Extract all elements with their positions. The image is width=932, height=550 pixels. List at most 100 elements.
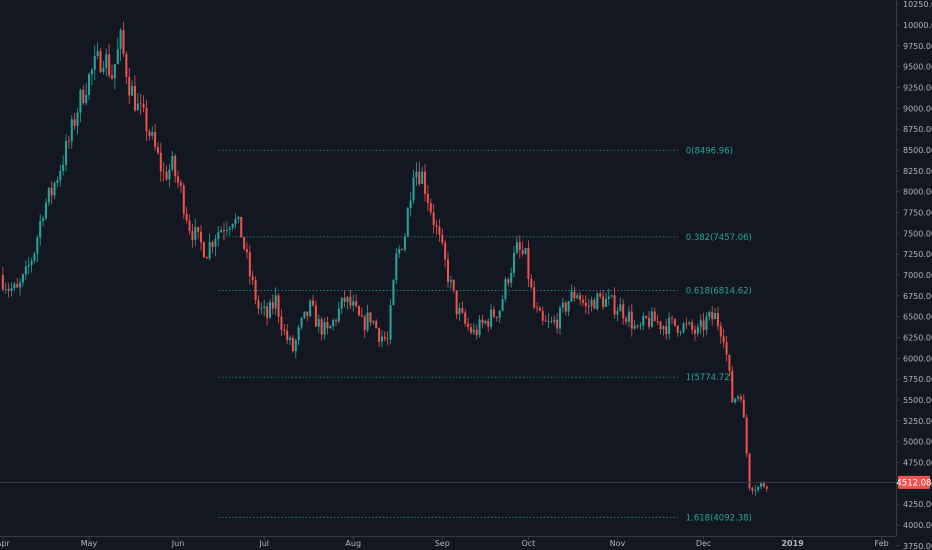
candle-body [251, 276, 254, 281]
candle [240, 216, 243, 238]
time-axis[interactable]: Apr May Jun Jul Aug Sep Oct Nov Dec 2019 Feb [0, 536, 889, 548]
candle [197, 226, 200, 239]
candle-body [174, 155, 177, 177]
candle [708, 310, 711, 321]
candle [722, 328, 725, 348]
candle [737, 394, 740, 402]
candle [676, 325, 679, 337]
candle-body [498, 310, 501, 318]
candle [375, 319, 378, 329]
candle [326, 316, 329, 335]
candle-body [754, 490, 757, 492]
candle [751, 486, 754, 495]
candle [113, 64, 116, 90]
candle-body [558, 307, 562, 329]
candle-body [237, 216, 240, 219]
candle-body [168, 169, 171, 180]
candle-body [708, 312, 711, 317]
candle-body [222, 230, 226, 231]
candle [673, 318, 676, 327]
candle-body [490, 309, 493, 327]
y-tick-label: 6000.00 [903, 354, 932, 363]
candle [527, 240, 530, 287]
candle [685, 317, 688, 330]
candle [79, 88, 82, 123]
candle [742, 394, 745, 418]
candle-body [734, 398, 737, 403]
candle-body [171, 155, 174, 170]
candle-body [286, 330, 289, 340]
candle [182, 182, 185, 219]
candle-body [300, 317, 303, 328]
candle [171, 150, 174, 172]
candle-body [665, 326, 668, 334]
candle-body [659, 321, 662, 330]
y-tick-label: 7000.00 [903, 271, 932, 280]
candle [406, 206, 409, 238]
candle-body [312, 300, 315, 306]
candle [13, 281, 16, 292]
candle [277, 293, 280, 324]
candle [271, 294, 274, 315]
candle [139, 93, 142, 115]
candle [90, 68, 93, 86]
candle-body [113, 64, 116, 79]
candle-body [521, 250, 524, 254]
candle [426, 185, 429, 212]
candle-body [725, 342, 728, 355]
y-tick-label: 6250.00 [903, 334, 932, 343]
candle [518, 235, 521, 259]
candle-body [185, 213, 188, 221]
candle-body [320, 319, 323, 335]
candle-body [88, 74, 91, 95]
candle-body [122, 30, 125, 54]
candle [303, 311, 306, 320]
candle [222, 222, 226, 241]
candle [596, 292, 599, 311]
candle-body [389, 305, 392, 340]
candle-body [96, 51, 99, 57]
candle-body [33, 253, 36, 262]
candle-body [636, 325, 639, 327]
candle-body [699, 320, 702, 327]
candle-body [441, 234, 444, 243]
y-tick-label: 8500.00 [903, 146, 932, 155]
candle-body [334, 320, 338, 322]
candle [699, 314, 702, 335]
candle [131, 80, 134, 96]
candle [165, 165, 168, 181]
candle [481, 315, 484, 329]
candle [337, 301, 340, 324]
candle [205, 256, 208, 259]
candle-body [760, 483, 763, 487]
current-price-badge: 4512.08 [896, 475, 932, 489]
candle [693, 325, 696, 341]
candle [352, 294, 355, 312]
candle-body [220, 230, 223, 233]
candle-body [599, 293, 602, 297]
x-tick-label: 2019 [781, 539, 804, 548]
candle [665, 318, 668, 340]
candle [294, 338, 297, 359]
x-tick-label: Feb [875, 539, 889, 548]
candle [50, 181, 53, 205]
candle-body [398, 249, 401, 254]
candle [415, 162, 418, 186]
candle [409, 192, 412, 217]
candle-body [165, 171, 168, 180]
candle-body [642, 315, 645, 326]
candle-body [731, 370, 734, 403]
candle [145, 99, 148, 142]
candle [248, 244, 251, 285]
candle-body [42, 218, 45, 221]
candle [19, 278, 22, 296]
y-tick-label: 9000.00 [903, 104, 932, 113]
candle [142, 95, 145, 113]
candle-body [24, 266, 27, 275]
candle [455, 290, 458, 319]
candle-body [369, 312, 372, 323]
candle [245, 242, 248, 260]
candle-body [607, 296, 610, 299]
candle-body [105, 54, 108, 69]
